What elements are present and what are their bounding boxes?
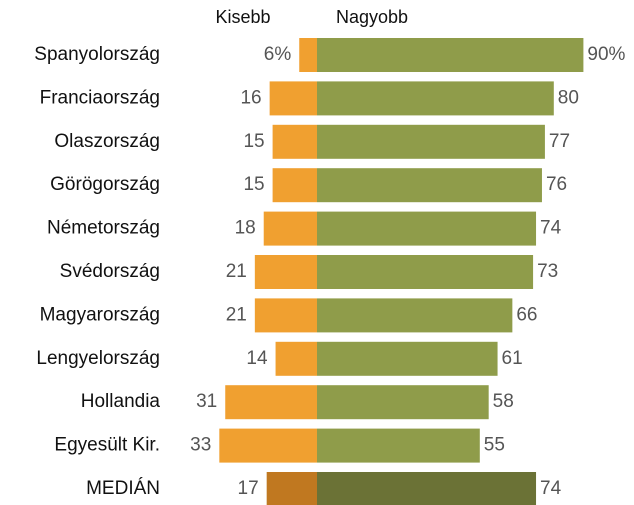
bar — [275, 341, 317, 376]
bar — [299, 38, 317, 72]
bar — [317, 124, 545, 159]
value-label: 17 — [238, 478, 259, 499]
series-header: Kisebb — [215, 7, 270, 27]
value-label: 55 — [484, 435, 505, 456]
series-header: Nagyobb — [336, 7, 408, 27]
category-label: Olaszország — [54, 131, 160, 152]
bar — [254, 298, 317, 333]
bar — [219, 428, 317, 463]
value-label: 74 — [540, 478, 562, 499]
value-label: 14 — [246, 348, 268, 369]
bar — [317, 38, 584, 72]
bar — [225, 385, 317, 420]
bar — [317, 211, 537, 246]
value-label: 90% — [587, 44, 625, 65]
bar — [317, 472, 537, 505]
value-label: 80 — [558, 87, 579, 108]
value-label: 15 — [243, 131, 264, 152]
category-label: Hollandia — [81, 391, 161, 412]
value-label: 31 — [196, 391, 217, 412]
value-label: 6% — [264, 44, 292, 65]
bar — [269, 81, 317, 116]
value-label: 21 — [226, 261, 247, 282]
category-label: Spanyolország — [34, 44, 160, 65]
category-label: Egyesült Kir. — [54, 435, 160, 456]
bar — [317, 385, 489, 420]
value-label: 18 — [235, 218, 256, 239]
category-label: MEDIÁN — [86, 478, 160, 499]
category-label: Svédország — [60, 261, 160, 282]
value-label: 21 — [226, 304, 247, 325]
bar — [254, 255, 317, 289]
value-label: 74 — [540, 218, 562, 239]
bar — [263, 211, 317, 246]
value-label: 73 — [537, 261, 558, 282]
bar — [266, 472, 317, 505]
bar — [317, 255, 534, 289]
bar — [272, 124, 317, 159]
category-label: Görögország — [50, 174, 160, 195]
category-label: Lengyelország — [36, 348, 160, 369]
bar — [317, 341, 498, 376]
value-label: 33 — [190, 435, 211, 456]
category-label: Németország — [47, 218, 160, 239]
category-label: Franciaország — [40, 87, 160, 108]
value-label: 15 — [243, 174, 264, 195]
value-label: 61 — [502, 348, 523, 369]
bar — [272, 168, 317, 203]
value-label: 58 — [493, 391, 514, 412]
value-label: 77 — [549, 131, 570, 152]
bar — [317, 428, 480, 463]
bar — [317, 81, 554, 116]
value-label: 76 — [546, 174, 567, 195]
bar — [317, 168, 542, 203]
bar — [317, 298, 513, 333]
category-label: Magyarország — [40, 304, 160, 325]
value-label: 66 — [516, 304, 537, 325]
value-label: 16 — [240, 87, 261, 108]
